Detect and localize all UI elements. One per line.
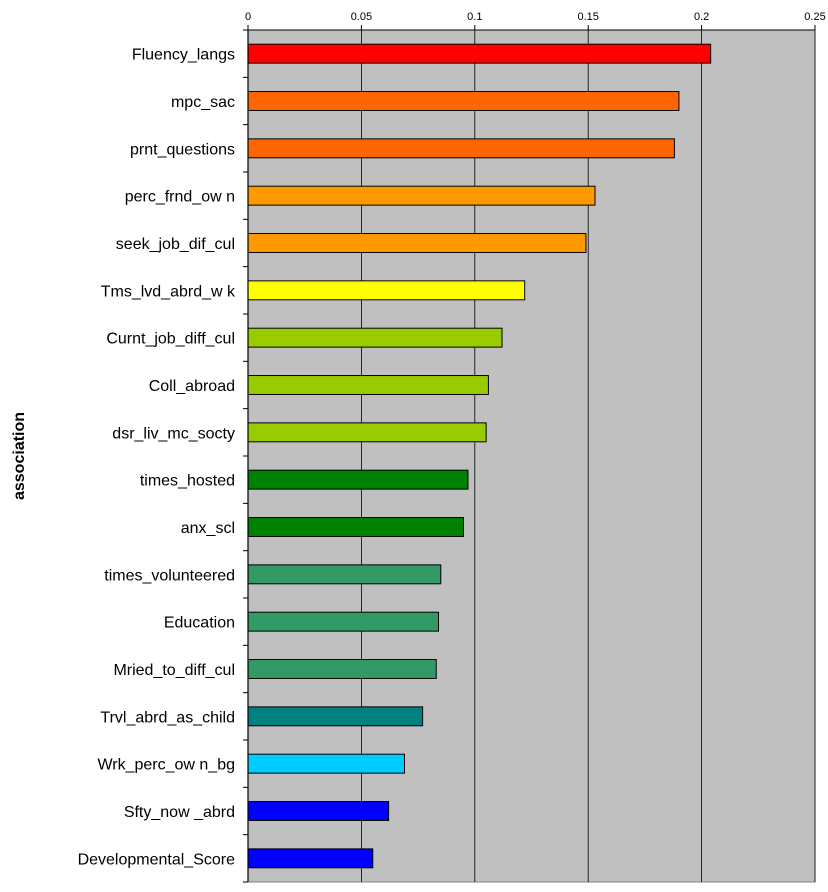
x-tick-label: 0.2 xyxy=(694,11,709,23)
bar xyxy=(247,801,390,821)
x-tick-label: 0.15 xyxy=(577,11,598,23)
category-label: times_hosted xyxy=(140,473,235,490)
bar xyxy=(247,280,526,301)
x-tick-label: 0.05 xyxy=(351,11,372,23)
bar xyxy=(247,706,424,727)
plot-area xyxy=(247,29,816,883)
category-label: anx_scl xyxy=(181,520,235,537)
x-tick-label: 0.25 xyxy=(804,11,825,23)
category-label: Tms_lvd_abrd_w k xyxy=(101,283,236,300)
bar xyxy=(247,753,405,774)
bar xyxy=(247,611,440,632)
category-label: Mried_to_diff_cul xyxy=(113,662,235,679)
category-label: Curnt_job_diff_cul xyxy=(106,331,235,348)
bar xyxy=(247,327,503,348)
y-axis-label: association xyxy=(11,412,28,500)
bar xyxy=(247,233,587,253)
bar xyxy=(247,659,437,679)
bar xyxy=(247,43,712,64)
bar xyxy=(247,517,464,537)
gridlines xyxy=(360,30,816,882)
category-label: Coll_abroad xyxy=(149,378,235,395)
x-tick-label: 0 xyxy=(245,11,251,23)
category-label: perc_frnd_ow n xyxy=(125,189,235,206)
labels: 0 0.05 0.1 0.15 0.2 0.25 Fluency_langs mpc_sacp… xyxy=(78,11,826,868)
bars xyxy=(247,43,712,869)
bar xyxy=(247,375,489,395)
category-label: mpc_sac xyxy=(171,94,235,111)
bar xyxy=(247,848,374,869)
axes xyxy=(243,25,816,883)
bar xyxy=(247,422,487,443)
bar xyxy=(247,564,442,585)
bar xyxy=(247,185,596,206)
category-label: dsr_liv_mc_socty xyxy=(112,425,235,442)
category-label: times_volunteered xyxy=(104,567,235,584)
category-label: Fluency_langs xyxy=(132,47,235,64)
category-label: Trvl_abrd_as_child xyxy=(100,709,235,726)
category-label: Sfty_now _abrd xyxy=(124,804,235,821)
category-label: prnt_questions xyxy=(130,141,235,158)
category-label: Education xyxy=(164,615,235,632)
bar xyxy=(247,469,469,490)
category-label: Wrk_perc_ow n_bg xyxy=(97,757,235,774)
category-label: Developmental_Score xyxy=(78,851,236,868)
x-tick-label: 0.1 xyxy=(467,11,482,23)
category-label: seek_job_dif_cul xyxy=(116,236,235,253)
bar xyxy=(247,91,680,111)
bar xyxy=(247,138,675,159)
